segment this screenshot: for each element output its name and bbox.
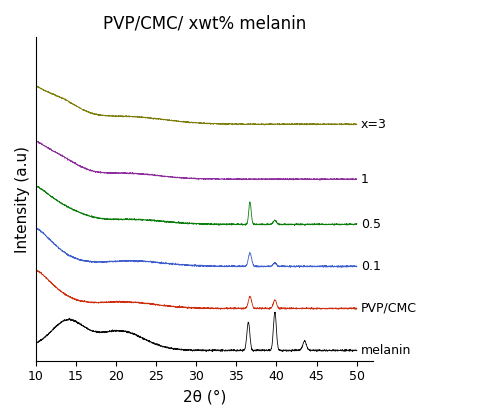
Text: melanin: melanin	[361, 344, 411, 357]
Text: x=3: x=3	[361, 118, 386, 131]
Text: 0.5: 0.5	[361, 218, 381, 231]
Text: 1: 1	[361, 173, 368, 186]
Text: 0.1: 0.1	[361, 260, 380, 273]
Y-axis label: Intensity (a.u): Intensity (a.u)	[15, 145, 30, 253]
Text: PVP/CMC: PVP/CMC	[361, 302, 417, 315]
Title: PVP/CMC/ xwt% melanin: PVP/CMC/ xwt% melanin	[102, 15, 306, 33]
X-axis label: 2θ (°): 2θ (°)	[182, 389, 226, 404]
